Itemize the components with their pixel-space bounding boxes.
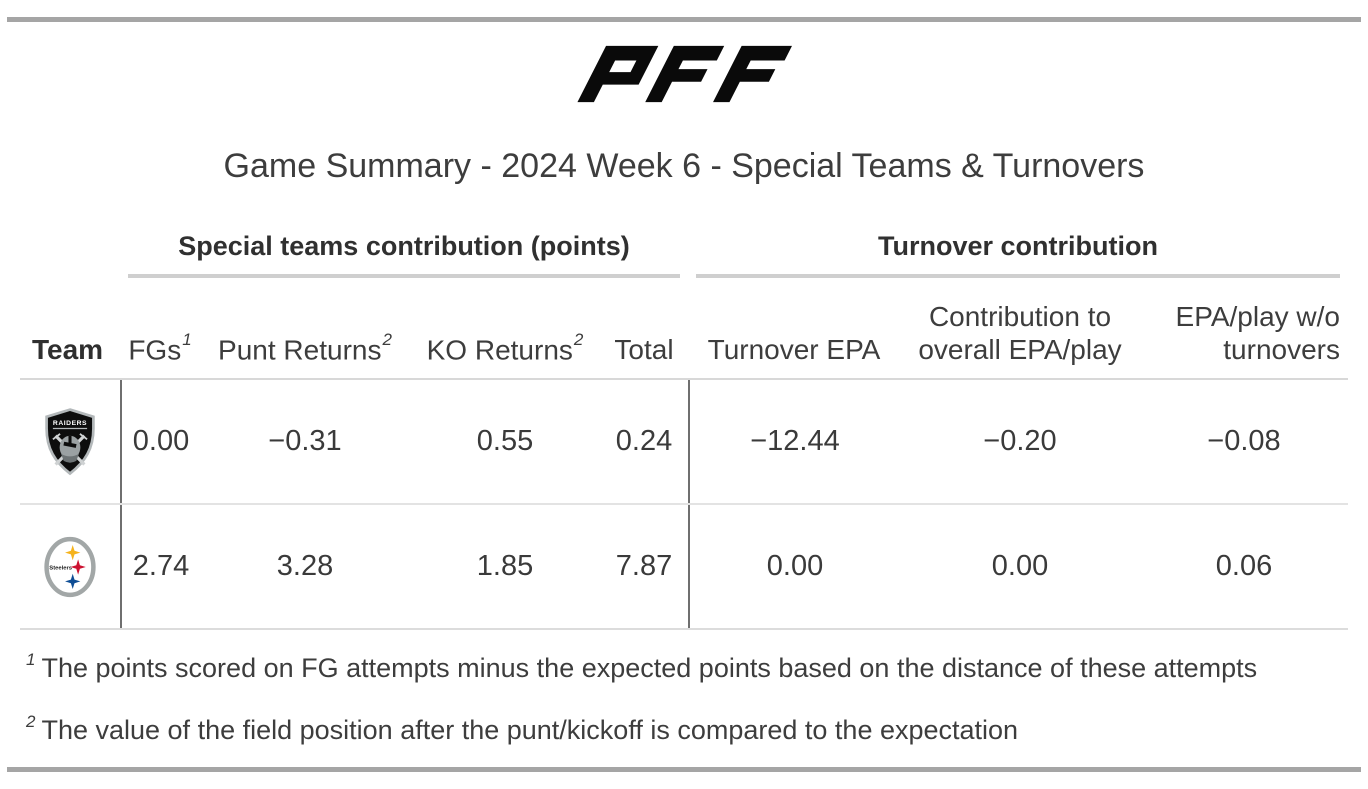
footnote-1-text: The points scored on FG attempts minus t… <box>41 653 1258 683</box>
col-header-contribution-line1: Contribution to <box>928 301 1112 332</box>
col-header-total: Total <box>614 334 674 365</box>
group-underline <box>128 274 680 278</box>
footnote-marker-2: 2 <box>573 329 584 349</box>
pff-logo-icon <box>576 45 792 103</box>
group-turnover: Turnover contribution <box>688 212 1348 278</box>
col-header-fgs: FGs1 <box>120 327 200 378</box>
col-header-contribution: Contribution to overall EPA/play <box>900 300 1140 378</box>
group-turnover-label: Turnover contribution <box>878 231 1158 261</box>
group-special-teams-label: Special teams contribution (points) <box>178 231 630 261</box>
col-header-epa-wo-turnovers: EPA/play w/o turnovers <box>1140 300 1348 378</box>
footnote-2-text: The value of the field position after th… <box>41 715 1019 745</box>
group-special-teams: Special teams contribution (points) <box>120 212 688 278</box>
footnote-marker-2: 2 <box>382 329 392 349</box>
cell-raiders-fgs: 0.00 <box>120 380 200 503</box>
steelers-logo: Steelers <box>44 536 96 597</box>
cell-raiders-turnover-epa: −12.44 <box>688 380 900 503</box>
cell-steelers-total: 7.87 <box>615 550 673 582</box>
bottom-rule <box>7 767 1361 772</box>
cell-raiders-ko-returns: 0.55 <box>476 425 534 457</box>
col-header-contribution-line2: overall EPA/play <box>918 334 1122 365</box>
cell-steelers-punt-returns: 3.28 <box>276 550 334 582</box>
group-header-row: Special teams contribution (points) Turn… <box>20 212 1348 278</box>
table-row-steelers: Steelers 2.74 3.28 1.85 7.87 0.00 0.00 0… <box>20 505 1348 630</box>
cell-steelers-ko-returns: 1.85 <box>476 550 534 582</box>
team-cell-raiders: RAIDERS <box>20 380 120 503</box>
cell-raiders-contribution: −0.20 <box>983 425 1057 457</box>
col-header-epa-wo-line2: turnovers <box>1223 334 1340 365</box>
col-header-punt-returns: Punt Returns2 <box>200 327 410 378</box>
cell-steelers-turnover-epa: 0.00 <box>688 505 900 628</box>
col-header-ko-returns: KO Returns2 <box>410 327 600 378</box>
table-row-raiders: RAIDERS 0.00 −0.31 0.55 0.24 −12.44 −0.2… <box>20 380 1348 505</box>
footnote-2: 2 The value of the field position after t… <box>26 708 1368 746</box>
footnote-marker-1: 1 <box>182 329 192 349</box>
raiders-logo: RAIDERS <box>45 407 95 475</box>
footnote-2-marker: 2 <box>26 712 36 731</box>
svg-text:Steelers: Steelers <box>49 565 72 571</box>
col-header-punt-returns-label: Punt Returns <box>218 334 382 365</box>
header <box>0 44 1368 104</box>
col-header-turnover-epa: Turnover EPA <box>707 334 881 365</box>
cell-steelers-epa-wo-turnovers: 0.06 <box>1215 550 1273 582</box>
team-cell-steelers: Steelers <box>20 505 120 628</box>
cell-steelers-contribution: 0.00 <box>991 550 1049 582</box>
col-header-team: Team <box>32 334 104 365</box>
column-header-row: Team FGs1 Punt Returns2 KO Returns2 Tota… <box>20 278 1348 380</box>
footnote-1: 1 The points scored on FG attempts minus … <box>26 646 1368 684</box>
footnote-1-marker: 1 <box>26 650 36 669</box>
col-header-ko-returns-label: KO Returns <box>426 334 573 365</box>
group-underline <box>696 274 1340 278</box>
col-header-epa-wo-line1: EPA/play w/o <box>1175 301 1340 332</box>
cell-raiders-total: 0.24 <box>615 425 673 457</box>
cell-raiders-punt-returns: −0.31 <box>268 425 342 457</box>
top-rule <box>7 17 1361 22</box>
col-header-fgs-label: FGs <box>128 334 182 365</box>
cell-raiders-epa-wo-turnovers: −0.08 <box>1207 425 1281 457</box>
page-title: Game Summary - 2024 Week 6 - Special Tea… <box>223 147 1145 185</box>
summary-table: Special teams contribution (points) Turn… <box>20 212 1348 630</box>
cell-steelers-fgs: 2.74 <box>120 505 200 628</box>
svg-text:RAIDERS: RAIDERS <box>53 419 87 426</box>
